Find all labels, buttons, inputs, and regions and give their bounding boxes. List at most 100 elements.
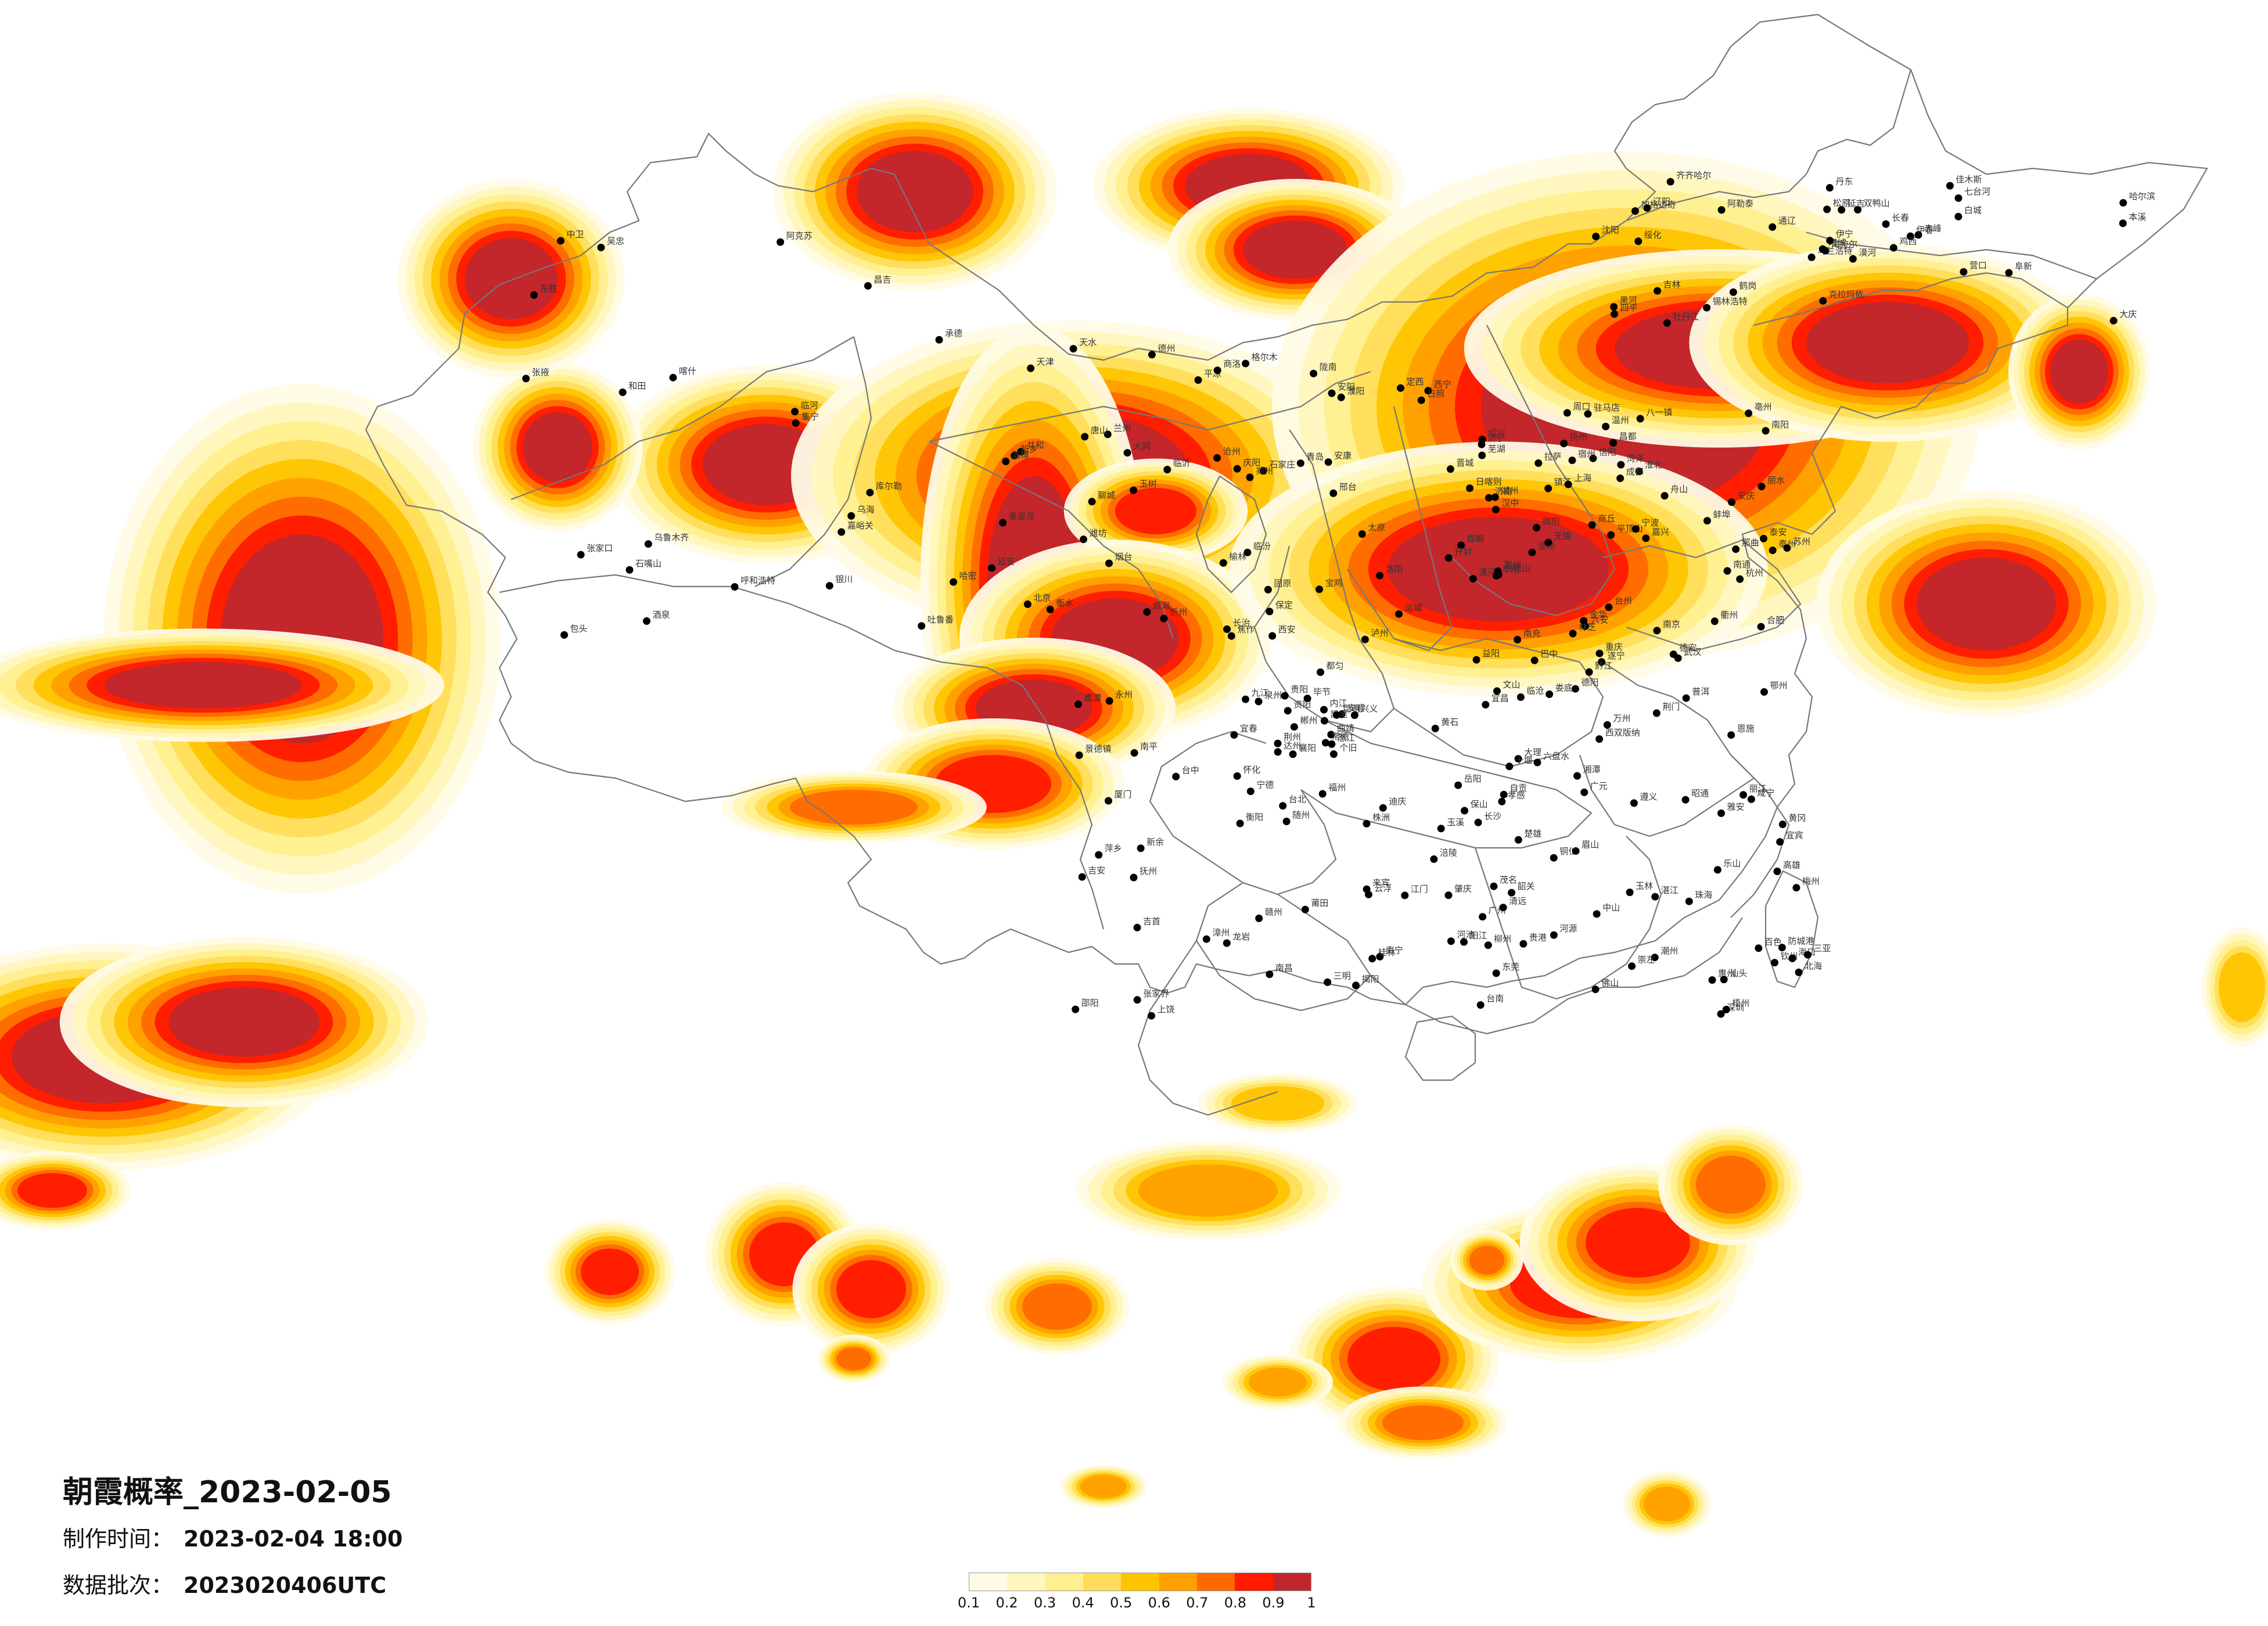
city-dot	[1603, 721, 1611, 729]
city-dot	[1636, 415, 1644, 423]
city-marker: 江门	[1401, 884, 1428, 900]
city-label: 临沂	[1173, 458, 1191, 469]
city-marker: 杭州	[1736, 567, 1763, 583]
city-dot	[1660, 492, 1669, 500]
city-label: 鸡西	[1899, 236, 1917, 247]
city-label: 吉安	[1088, 865, 1105, 876]
city-label: 汕头	[1730, 968, 1747, 979]
border-henan	[1393, 638, 1604, 768]
city-marker: 牡丹江	[1663, 311, 1699, 327]
city-dot	[1826, 236, 1834, 244]
city-marker: 林芝	[1569, 622, 1596, 638]
city-marker: 秦皇岛	[999, 511, 1035, 527]
city-marker: 福州	[1318, 782, 1346, 798]
city-label: 汉中	[1502, 498, 1519, 509]
city-dot	[1172, 772, 1180, 780]
city-label: 阿勒泰	[1727, 199, 1753, 209]
city-marker: 鄂州	[1760, 681, 1788, 696]
city-label: 亳州	[1755, 402, 1772, 412]
probability-cell	[1249, 1368, 1307, 1397]
data-batch-value: 2023020406UTC	[184, 1573, 387, 1598]
city-label: 定西	[1407, 376, 1424, 387]
city-label: 眉山	[1582, 840, 1599, 850]
city-marker: 宿州	[1568, 449, 1595, 465]
city-dot	[1519, 940, 1527, 948]
city-marker: 南阳	[1762, 419, 1789, 435]
city-dot	[935, 336, 943, 344]
city-marker: 达州	[1274, 740, 1301, 756]
city-marker: 共和	[1017, 440, 1044, 456]
city-label: 达州	[1284, 740, 1301, 751]
city-label: 临河	[801, 400, 818, 411]
city-marker: 都匀	[1317, 661, 1344, 676]
city-marker: 通辽	[1769, 215, 1796, 231]
city-label: 洛阳	[1386, 564, 1403, 574]
border-shanxi	[1347, 406, 1453, 652]
city-label: 丹东	[1835, 176, 1853, 186]
city-marker: 宁德	[1246, 780, 1274, 796]
city-label: 菏泽	[1627, 453, 1644, 463]
city-label: 秦皇岛	[1009, 511, 1035, 521]
border-guizhou	[1195, 882, 1372, 1012]
border-hunan-jiangxi	[1474, 836, 1662, 1000]
city-label: 共和	[1027, 440, 1044, 451]
city-label: 福州	[1328, 782, 1346, 793]
city-label: 万州	[1613, 713, 1630, 724]
legend-swatch	[1121, 1573, 1159, 1591]
city-marker: 益阳	[1472, 648, 1500, 664]
city-dot	[1589, 454, 1597, 462]
city-label: 河源	[1559, 923, 1577, 934]
city-label: 鄂州	[1770, 681, 1788, 691]
city-marker: 云浮	[1364, 883, 1392, 898]
border-hubei	[1300, 720, 1593, 849]
city-label: 青岛	[1306, 452, 1324, 462]
city-label: 泰安	[1770, 527, 1787, 537]
city-marker: 玉溪	[1437, 817, 1464, 833]
city-dot	[1290, 723, 1298, 731]
city-label: 丽水	[1767, 475, 1785, 485]
city-dot	[950, 578, 957, 586]
city-marker: 日照	[1417, 388, 1444, 404]
city-marker: 崇左	[1628, 955, 1655, 970]
city-marker: 张家口	[577, 543, 613, 559]
city-label: 莆田	[1311, 898, 1328, 908]
city-marker: 十堰	[1505, 755, 1533, 771]
city-marker: 贵港	[1519, 932, 1547, 948]
city-label: 杭州	[1746, 567, 1763, 578]
city-marker: 伊宁	[1826, 229, 1853, 244]
city-label: 茂名	[1500, 875, 1517, 885]
city-label: 沈阳	[1602, 225, 1619, 235]
probability-cell	[2050, 340, 2108, 404]
city-label: 邵阳	[1081, 998, 1099, 1008]
city-dot	[2005, 269, 2013, 277]
city-dot	[1616, 474, 1624, 483]
city-label: 延吉	[1848, 198, 1865, 208]
city-marker: 蚌埠	[1703, 509, 1731, 525]
city-dot	[777, 238, 785, 246]
city-label: 宜昌	[1491, 693, 1509, 704]
city-marker: 楚雄	[1514, 828, 1541, 844]
city-dot	[1431, 725, 1439, 732]
city-marker: 怒江	[1328, 732, 1355, 748]
city-dot	[1882, 220, 1890, 228]
city-marker: 延安	[988, 556, 1015, 572]
city-marker: 商丘	[1588, 513, 1615, 529]
city-marker: 呼和浩特	[731, 575, 775, 591]
city-label: 佛山	[1601, 978, 1619, 988]
city-dot	[1320, 706, 1328, 714]
city-marker: 漯河	[1469, 567, 1496, 583]
city-marker: 吐鲁番	[918, 614, 954, 630]
city-dot	[1630, 799, 1638, 807]
city-marker: 克拉玛依	[1819, 289, 1864, 305]
city-label: 邢台	[1339, 481, 1357, 492]
city-dot	[1595, 735, 1604, 743]
city-label: 常州	[1504, 560, 1521, 570]
city-label: 遂宁	[1608, 650, 1625, 661]
city-marker: 舟山	[1660, 484, 1688, 500]
city-dot	[1771, 959, 1778, 967]
city-marker: 河池	[1447, 930, 1474, 945]
city-dot	[1745, 409, 1753, 418]
city-label: 湛江	[1661, 885, 1678, 895]
probability-cell	[1243, 221, 1347, 279]
city-marker: 自贡	[1500, 783, 1527, 798]
